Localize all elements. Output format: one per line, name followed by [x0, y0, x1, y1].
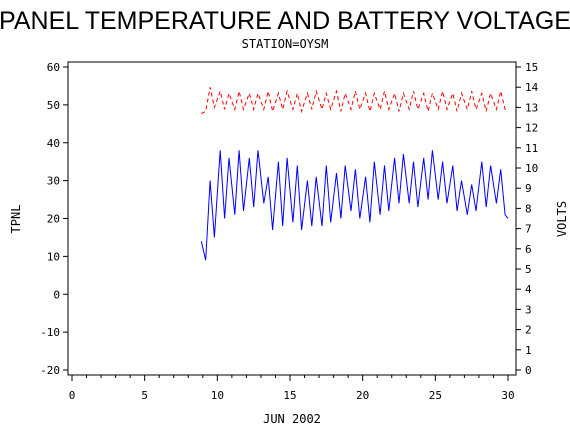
left-tick-label: 30: [47, 175, 60, 188]
right-tick-label: 14: [525, 81, 539, 94]
right-tick-label: 11: [525, 142, 538, 155]
left-tick-label: 60: [47, 61, 60, 74]
left-tick-label: -10: [40, 326, 60, 339]
left-axis-ticks: -20 -10 0 10 20 30 40 50 60: [40, 61, 68, 377]
left-tick-label: 20: [47, 213, 60, 226]
right-tick-label: 8: [525, 202, 532, 215]
x-tick-label: 15: [283, 389, 296, 402]
left-tick-label: 40: [47, 137, 60, 150]
left-tick-label: 50: [47, 99, 60, 112]
right-tick-label: 3: [525, 303, 532, 316]
right-tick-label: 12: [525, 122, 538, 135]
right-tick-label: 9: [525, 182, 532, 195]
x-tick-label: 5: [141, 389, 148, 402]
right-tick-label: 4: [525, 283, 532, 296]
right-tick-label: 7: [525, 223, 532, 236]
y-axis-label-right: VOLTS: [555, 201, 569, 237]
right-tick-label: 5: [525, 263, 532, 276]
series-layer: [200, 87, 509, 261]
x-tick-label: 20: [356, 389, 369, 402]
x-axis-label: JUN 2002: [263, 412, 321, 426]
chart-title: PANEL TEMPERATURE AND BATTERY VOLTAGE: [0, 7, 570, 35]
left-tick-label: 0: [53, 288, 60, 301]
x-tick-label: 25: [429, 389, 442, 402]
left-tick-label: 10: [47, 250, 60, 263]
x-tick-label: 30: [501, 389, 514, 402]
x-tick-label: 10: [211, 389, 224, 402]
plot-frame: [67, 61, 517, 376]
right-tick-label: 15: [525, 61, 538, 74]
series-line-volts: [201, 87, 508, 114]
left-tick-label: -20: [40, 364, 60, 377]
right-tick-label: 6: [525, 243, 532, 256]
y-axis-label-left: TPNL: [9, 205, 23, 234]
chart-subtitle: STATION=OYSM: [242, 37, 329, 51]
series-line-tpnl: [200, 150, 509, 261]
x-tick-label: 0: [69, 389, 76, 402]
right-tick-label: 13: [525, 101, 538, 114]
plot-axes: [67, 61, 517, 376]
right-tick-label: 0: [525, 364, 532, 377]
right-tick-label: 2: [525, 324, 532, 337]
x-axis-ticks: 0 5 10 15 20 25 30: [69, 375, 515, 402]
right-tick-label: 1: [525, 344, 532, 357]
right-tick-label: 10: [525, 162, 538, 175]
